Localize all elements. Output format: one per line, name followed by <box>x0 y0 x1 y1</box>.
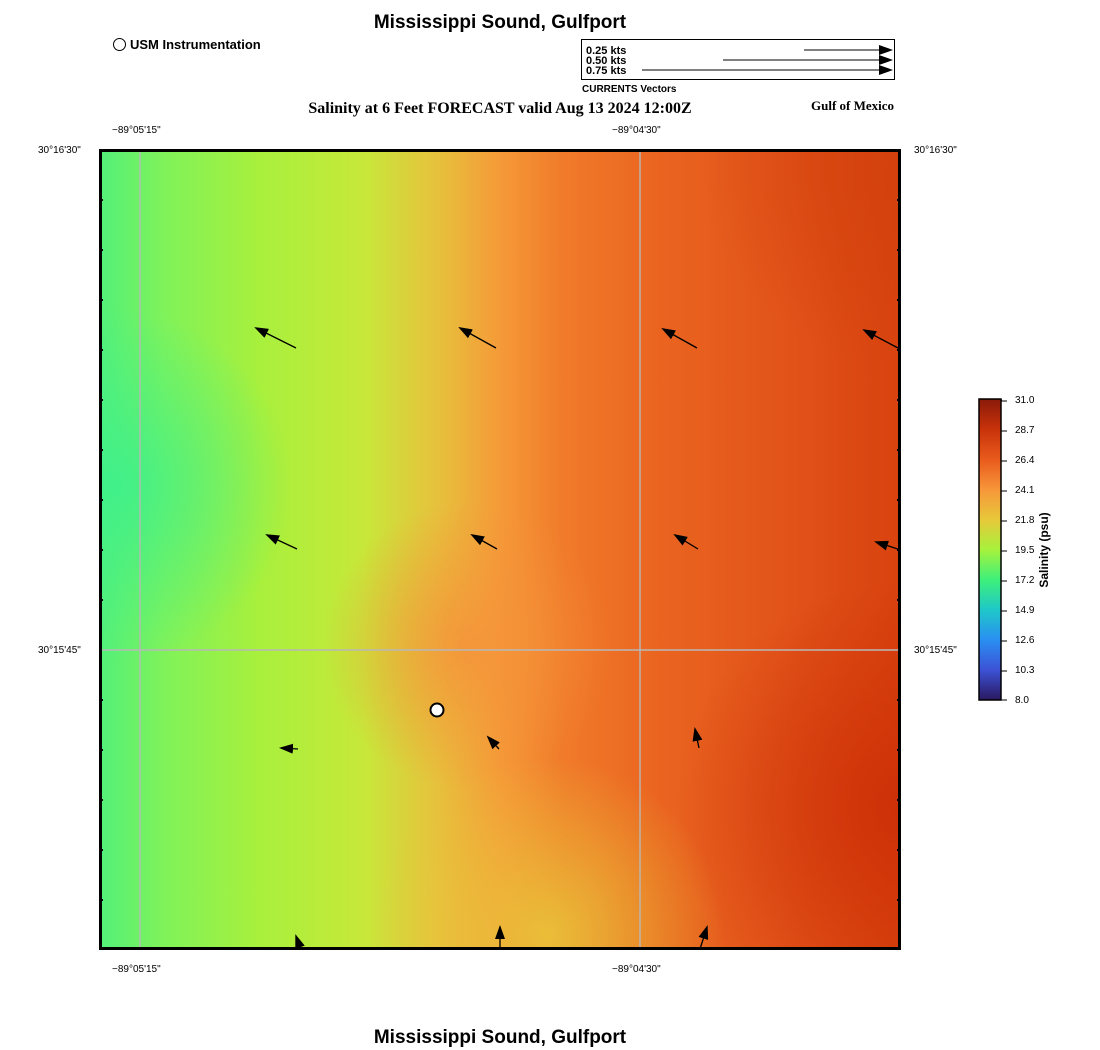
lon-tick-top-2: −89°04'30" <box>612 125 661 136</box>
usm-station-marker[interactable] <box>429 702 445 718</box>
region-label: Gulf of Mexico <box>811 98 895 113</box>
vector-label-050: 0.50 kts <box>586 55 627 67</box>
current-vector <box>279 743 299 754</box>
colorbar-tick: 26.4 <box>1015 455 1035 466</box>
instrumentation-legend-label: USM Instrumentation <box>130 37 261 52</box>
current-vector <box>254 327 297 349</box>
current-vector <box>661 328 698 349</box>
salinity-map <box>99 143 902 951</box>
current-vector <box>698 925 709 950</box>
colorbar-tick: 10.3 <box>1015 665 1035 676</box>
salinity-colorbar <box>978 398 1005 701</box>
vector-legend-arrows <box>642 45 893 75</box>
colorbar-tick: 21.8 <box>1015 515 1035 526</box>
colorbar-tick: 8.0 <box>1015 695 1029 706</box>
lat-tick-left-1: 30°16'30" <box>38 145 81 156</box>
map-subtitle: Salinity at 6 Feet FORECAST valid Aug 13… <box>308 100 692 117</box>
current-vector <box>486 735 500 750</box>
colorbar-title: Salinity (psu) <box>1037 512 1051 588</box>
map-title: Mississippi Sound, Gulfport <box>373 12 627 33</box>
colorbar-gradient <box>978 398 1002 701</box>
salinity-map-svg <box>99 143 902 951</box>
footer-title: Mississippi Sound, Gulfport <box>373 1027 627 1048</box>
vector-legend-caption: CURRENTS Vectors <box>582 84 677 95</box>
current-vector <box>673 533 699 550</box>
current-vector <box>874 540 902 551</box>
vector-label-025: 0.25 kts <box>586 45 627 57</box>
colorbar-tick: 24.1 <box>1015 485 1035 496</box>
lat-tick-left-2: 30°15'45" <box>38 645 81 656</box>
station-marker-icon <box>113 38 126 51</box>
colorbar-tick: 17.2 <box>1015 575 1035 586</box>
current-vector <box>458 327 497 349</box>
current-vectors <box>254 327 902 951</box>
colorbar-svg <box>978 398 1005 701</box>
instrumentation-legend: USM Instrumentation <box>113 37 261 52</box>
lat-tick-right-2: 30°15'45" <box>914 645 957 656</box>
colorbar-tick: 12.6 <box>1015 635 1035 646</box>
current-vector <box>692 727 703 749</box>
colorbar-tick: 14.9 <box>1015 605 1035 616</box>
current-vector-legend: 0.25 kts 0.50 kts 0.75 kts <box>581 39 895 80</box>
current-vector <box>265 534 298 550</box>
current-vector <box>862 329 899 349</box>
colorbar-tick: 31.0 <box>1015 395 1035 406</box>
lon-tick-bottom-1: −89°05'15" <box>112 964 161 975</box>
current-vector <box>470 534 498 550</box>
lat-tick-right-1: 30°16'30" <box>914 145 957 156</box>
colorbar-ticks: 31.0 28.7 26.4 24.1 21.8 19.5 17.2 14.9 … <box>1001 395 1061 706</box>
graticule <box>99 149 901 950</box>
vector-label-075: 0.75 kts <box>586 65 627 77</box>
lon-tick-top-1: −89°05'15" <box>112 125 161 136</box>
colorbar-tick: 19.5 <box>1015 545 1035 556</box>
lon-tick-bottom-2: −89°04'30" <box>612 964 661 975</box>
colorbar-tick: 28.7 <box>1015 425 1035 436</box>
